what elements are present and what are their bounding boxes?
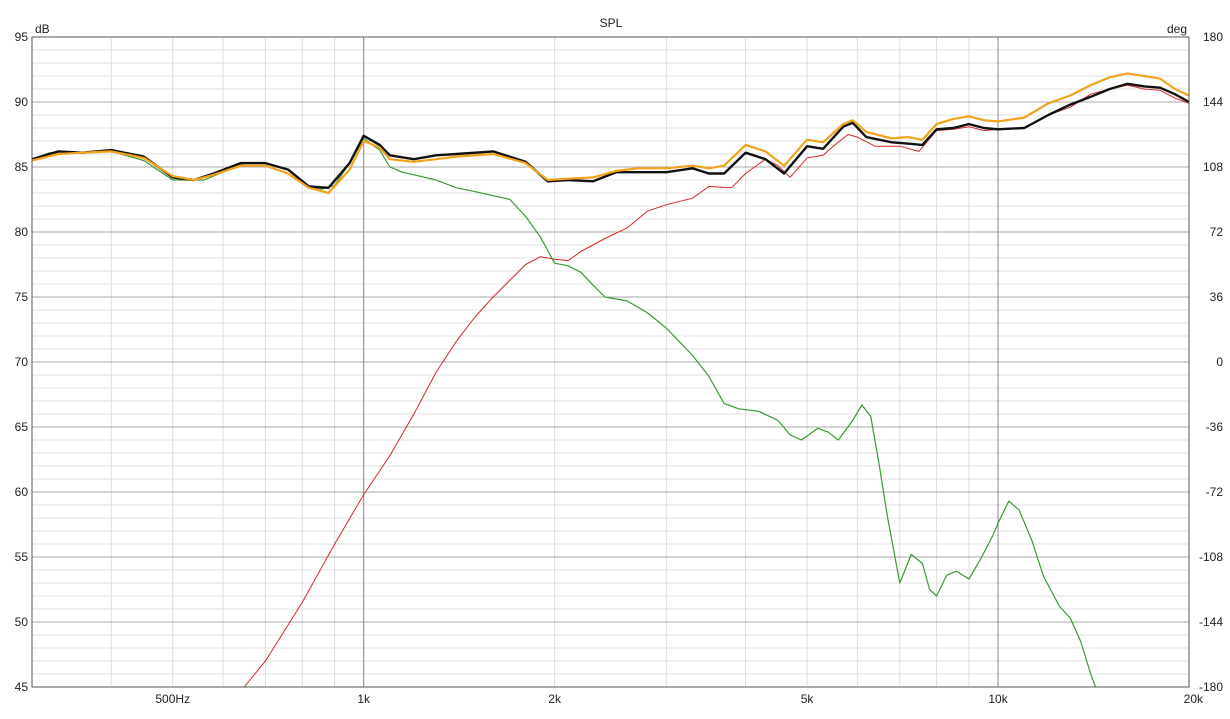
- right-tick-label: 72: [1210, 225, 1224, 239]
- right-tick-label: -180: [1199, 680, 1223, 694]
- right-tick-label: -108: [1199, 550, 1223, 564]
- left-tick-label: 95: [15, 30, 29, 44]
- right-axis-ticks: 180 144 108 72 36 0 -36 -72 -108 -144 -180: [1199, 30, 1223, 694]
- series-line-4: [32, 72, 1189, 195]
- right-tick-label: -144: [1199, 615, 1223, 629]
- right-axis-unit: deg: [1167, 22, 1187, 36]
- chart-title: SPL: [600, 16, 623, 30]
- series-layer: [32, 72, 1189, 687]
- left-tick-label: 65: [15, 420, 29, 434]
- left-axis-ticks: 95 90 85 80 75 70 65 60 55 50 45: [15, 30, 29, 694]
- left-tick-label: 60: [15, 485, 29, 499]
- x-axis-ticks: 500Hz 1k 2k 5k 10k 20k: [155, 692, 1204, 706]
- left-tick-label: 50: [15, 615, 29, 629]
- x-tick-label: 5k: [801, 692, 815, 706]
- x-tick-label: 20k: [1184, 692, 1204, 706]
- left-tick-label: 70: [15, 355, 29, 369]
- major-grid: [32, 36, 1189, 688]
- left-tick-label: 85: [15, 160, 29, 174]
- right-tick-label: 180: [1203, 30, 1223, 44]
- left-tick-label: 75: [15, 290, 29, 304]
- right-tick-label: 36: [1210, 290, 1224, 304]
- right-tick-label: -36: [1206, 420, 1224, 434]
- left-tick-label: 55: [15, 550, 29, 564]
- minor-grid: [31, 37, 1190, 687]
- left-axis-unit: dB: [35, 22, 50, 36]
- left-tick-label: 80: [15, 225, 29, 239]
- right-tick-label: 0: [1216, 355, 1223, 369]
- right-tick-label: -72: [1206, 485, 1224, 499]
- x-tick-label: 1k: [357, 692, 371, 706]
- x-tick-label: 10k: [988, 692, 1008, 706]
- x-tick-label: 500Hz: [155, 692, 190, 706]
- right-tick-label: 108: [1203, 160, 1223, 174]
- series-line-2: [32, 137, 1097, 687]
- right-tick-label: 144: [1203, 95, 1223, 109]
- series-line-3: [32, 82, 1189, 189]
- x-tick-label: 2k: [548, 692, 562, 706]
- plot-frame: [31, 36, 1190, 688]
- left-tick-label: 90: [15, 95, 29, 109]
- series-line-1: [243, 84, 1189, 687]
- left-tick-label: 45: [15, 680, 29, 694]
